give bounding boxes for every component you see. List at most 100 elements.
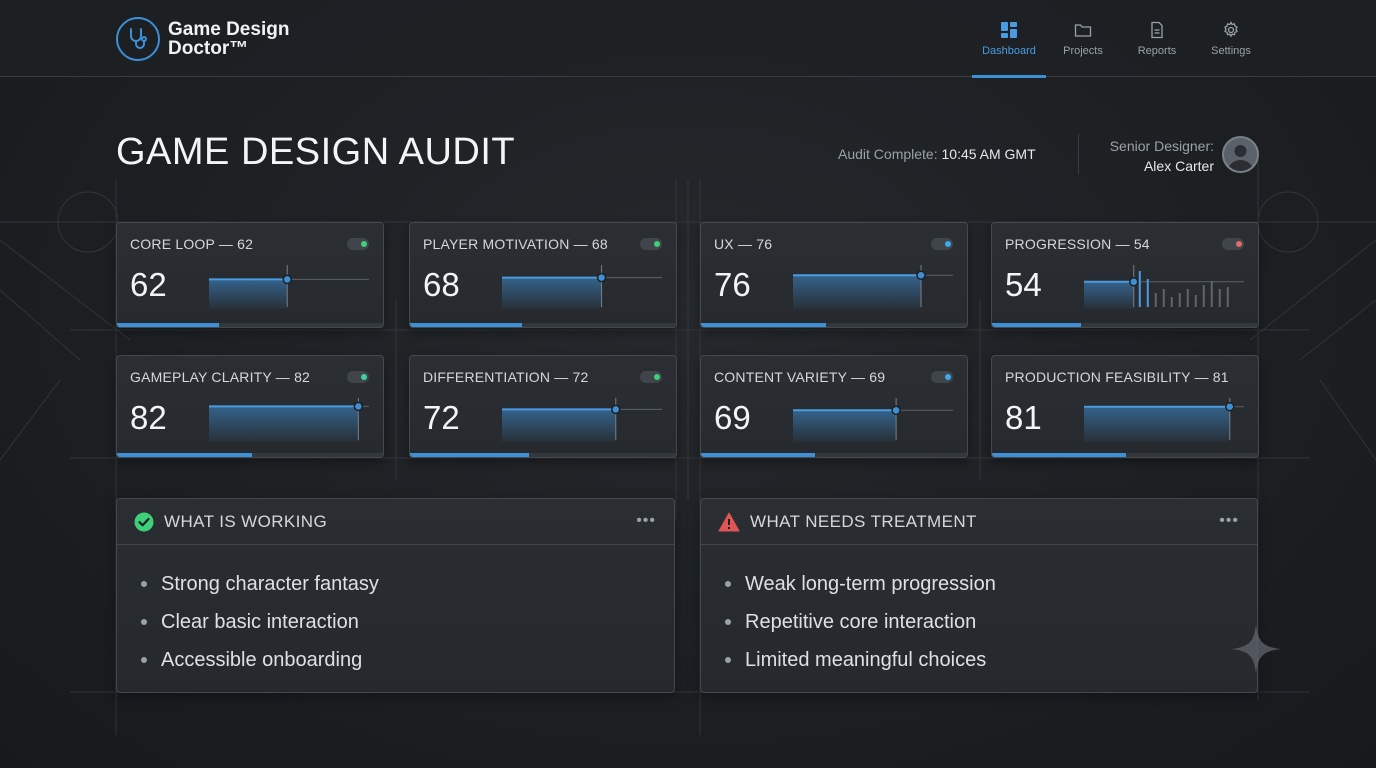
metric-card-ux[interactable]: UX — 76 76 [700,222,968,328]
working-panel: WHAT IS WORKING ••• Strong character fan… [116,498,675,693]
list-item-text: Repetitive core interaction [745,610,977,633]
metric-card-player-motivation[interactable]: PLAYER MOTIVATION — 68 68 [409,222,677,328]
metric-value: 69 [714,399,751,436]
metric-slider[interactable] [502,263,664,309]
nav-settings[interactable]: Settings [1194,0,1268,77]
status-toggle[interactable] [640,371,662,383]
status-dot [1236,241,1242,247]
metric-progress-track [117,323,383,327]
brand[interactable]: Game Design Doctor™ [116,17,308,61]
brand-name: Game Design Doctor™ [168,20,308,58]
status-dot [654,374,660,380]
brand-name-line2: Doctor™ [168,38,249,59]
slider-area [502,409,616,442]
status-toggle[interactable] [640,238,662,250]
metric-card-production-feasibility[interactable]: PRODUCTION FEASIBILITY — 81 81 [991,355,1259,458]
slider-handle[interactable] [916,270,926,280]
metric-label: GAMEPLAY CLARITY — 82 [130,369,311,385]
working-list: Strong character fantasy Clear basic int… [117,545,674,679]
metric-value: 62 [130,266,167,303]
metric-label: PLAYER MOTIVATION — 68 [423,236,608,252]
list-item-text: Strong character fantasy [161,572,379,595]
bullet [141,581,147,587]
metric-slider[interactable] [793,263,955,309]
metric-slider[interactable] [502,396,664,442]
slider-handle[interactable] [611,404,621,415]
status-toggle[interactable] [347,371,369,383]
status-toggle[interactable] [931,238,953,250]
metric-progress-track [410,453,676,457]
slider-area [793,275,921,309]
nav-dashboard[interactable]: Dashboard [972,0,1046,78]
status-toggle[interactable] [931,371,953,383]
metric-slider[interactable] [1084,396,1246,442]
sparkle-icon [1231,624,1281,674]
slider-area [209,406,359,442]
list-item: Accessible onboarding [141,641,674,679]
designer-info: Senior Designer: Alex Carter [1110,136,1214,176]
list-item-text: Clear basic interaction [161,610,359,633]
metric-card-differentiation[interactable]: DIFFERENTIATION — 72 72 [409,355,677,458]
metric-value: 76 [714,266,751,303]
top-bar: Game Design Doctor™ Dashboard Projects R… [0,0,1376,78]
metric-card-core-loop[interactable]: CORE LOOP — 62 62 [116,222,384,328]
treatment-panel-header: WHAT NEEDS TREATMENT ••• [701,499,1257,545]
header-divider [1078,134,1079,174]
list-item: Limited meaningful choices [725,641,1257,679]
bullet [141,619,147,625]
status-dot [654,241,660,247]
nav-projects[interactable]: Projects [1046,0,1120,77]
audit-status-time: 10:45 AM GMT [941,146,1036,162]
user-icon [1228,145,1253,171]
metric-label: DIFFERENTIATION — 72 [423,369,589,385]
metric-progress-fill [701,453,815,457]
metric-progress-fill [992,323,1082,327]
working-panel-header: WHAT IS WORKING ••• [117,499,674,545]
slider-handle[interactable] [1129,277,1139,287]
stethoscope-icon [116,17,160,61]
slider-handle[interactable] [596,272,607,283]
brand-name-line1: Game Design [168,19,290,40]
nav-projects-label: Projects [1063,44,1103,57]
metric-slider[interactable] [793,396,955,442]
metric-label: PROGRESSION — 54 [1005,236,1150,252]
status-toggle[interactable] [347,238,369,250]
metric-slider[interactable] [209,263,371,309]
bullet [725,657,731,663]
slider-handle[interactable] [1225,401,1235,412]
slider-area [1084,281,1134,309]
slider-area [793,410,897,442]
metric-card-content-variety[interactable]: CONTENT VARIETY — 69 69 [700,355,968,458]
metric-progress-track [117,453,383,457]
designer-role: Senior Designer: [1109,138,1214,154]
metric-label: UX — 76 [714,236,773,252]
more-options-icon[interactable]: ••• [636,512,656,529]
slider-area [502,277,602,309]
metric-value: 54 [1005,266,1042,303]
gear-icon [1224,20,1238,37]
metric-slider[interactable] [209,396,371,442]
metric-progress-track [701,323,967,327]
list-item: Repetitive core interaction [725,603,1257,641]
slider-area [1084,406,1230,442]
bullet [725,619,731,625]
avatar[interactable] [1222,136,1259,173]
metric-progress-fill [117,323,220,327]
metric-progress-track [410,323,676,327]
metric-card-gameplay-clarity[interactable]: GAMEPLAY CLARITY — 82 82 [116,355,384,458]
slider-handle[interactable] [353,401,364,412]
slider-handle[interactable] [282,274,292,285]
status-toggle[interactable] [1222,238,1244,250]
audit-status-label: Audit Complete: [838,146,938,162]
slider-area [209,279,288,309]
metric-progress-track [992,453,1258,457]
more-options-icon[interactable]: ••• [1219,512,1239,529]
nav-settings-label: Settings [1211,44,1251,57]
page-title: GAME DESIGN AUDIT [116,131,516,173]
metric-progress-fill [410,453,529,457]
nav-reports[interactable]: Reports [1120,0,1194,77]
slider-handle[interactable] [891,405,901,416]
bullet [141,657,147,663]
metric-slider[interactable] [1084,263,1246,309]
metric-card-progression[interactable]: PROGRESSION — 54 54 [991,222,1259,328]
